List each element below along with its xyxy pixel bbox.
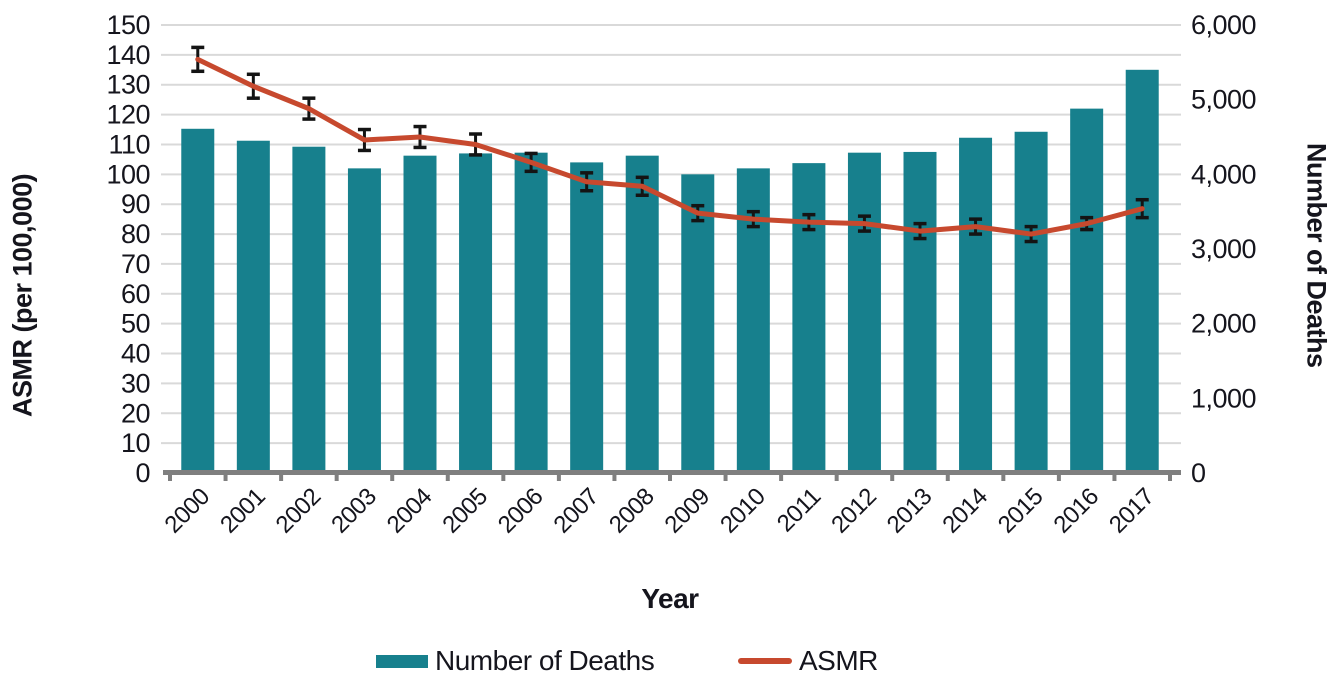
x-tick-label-2014: 2014 <box>937 483 993 539</box>
bar-2015 <box>1014 131 1048 474</box>
x-tick-label-2004: 2004 <box>382 483 438 539</box>
left-axis-tick-label: 110 <box>108 129 150 159</box>
x-tick-label-2003: 2003 <box>326 483 382 539</box>
left-axis-tick-label: 10 <box>121 428 150 458</box>
x-axis-tick <box>1168 470 1172 481</box>
line-swatch-icon <box>738 658 792 664</box>
left-axis-tick-label: 130 <box>106 70 150 100</box>
bar-swatch-icon <box>376 654 428 668</box>
bar-2000 <box>181 128 215 473</box>
x-tick-label-2000: 2000 <box>160 483 216 539</box>
left-axis-tick-label: 100 <box>106 159 150 189</box>
bar-2009 <box>681 174 715 474</box>
x-axis-tick <box>445 470 450 481</box>
bar-2007 <box>570 162 604 474</box>
x-axis-tick <box>501 470 506 481</box>
bar-2001 <box>236 140 270 473</box>
x-axis-tick <box>1001 470 1006 481</box>
legend: Number of Deaths ASMR <box>0 642 1343 680</box>
bar-2014 <box>959 137 993 473</box>
x-tick-label-2009: 2009 <box>660 483 716 539</box>
bar-2017 <box>1125 69 1159 474</box>
left-axis-tick-label: 70 <box>121 249 150 279</box>
x-axis-tick <box>612 470 617 481</box>
bar-2011 <box>792 163 826 473</box>
x-axis-tick <box>779 470 784 481</box>
right-axis-tick-label: 1,000 <box>1191 383 1256 413</box>
x-axis-tick <box>556 470 561 481</box>
legend-label-asmr: ASMR <box>799 645 878 676</box>
x-tick-label-2006: 2006 <box>493 483 549 539</box>
bar-2005 <box>459 153 493 473</box>
legend-item-number-of-deaths: Number of Deaths <box>376 642 655 680</box>
x-axis-tick <box>168 470 172 481</box>
left-axis-tick-label: 120 <box>106 100 150 130</box>
bar-2012 <box>847 152 881 473</box>
left-axis-tick-label: 20 <box>121 398 150 428</box>
bar-2016 <box>1070 108 1104 474</box>
right-axis-tick-label: 0 <box>1191 458 1206 488</box>
bar-2004 <box>403 155 437 473</box>
x-tick-label-2015: 2015 <box>993 483 1049 539</box>
bar-2013 <box>903 151 937 473</box>
x-axis-tick <box>668 470 672 481</box>
x-axis-tick <box>334 470 339 481</box>
x-axis-tick <box>890 470 895 481</box>
x-axis-tick <box>945 470 950 481</box>
legend-item-asmr: ASMR <box>738 642 878 680</box>
x-axis-title: Year <box>641 583 699 614</box>
x-tick-label-2001: 2001 <box>215 483 271 539</box>
bar-2003 <box>347 168 381 474</box>
x-axis-tick <box>279 470 284 481</box>
right-y-axis-title: Number of Deaths <box>1301 142 1332 368</box>
bar-2006 <box>514 152 548 473</box>
bar-2008 <box>625 155 659 473</box>
x-axis-tick <box>390 470 395 481</box>
right-axis-tick-label: 5,000 <box>1191 85 1256 115</box>
left-axis-tick-label: 150 <box>106 10 150 40</box>
x-tick-label-2013: 2013 <box>882 483 938 539</box>
x-tick-label-2016: 2016 <box>1048 483 1104 539</box>
bar-2002 <box>292 146 326 473</box>
right-axis-tick-label: 6,000 <box>1191 10 1256 40</box>
x-tick-label-2012: 2012 <box>826 483 882 539</box>
right-axis-tick-label: 4,000 <box>1191 159 1256 189</box>
legend-label-number-of-deaths: Number of Deaths <box>435 645 655 676</box>
x-axis-tick <box>1056 470 1061 481</box>
asmr-line <box>195 56 1145 237</box>
x-tick-label-2002: 2002 <box>271 483 327 539</box>
x-tick-label-2007: 2007 <box>548 483 604 539</box>
x-tick-label-2017: 2017 <box>1104 483 1160 539</box>
x-tick-label-2011: 2011 <box>772 483 826 537</box>
x-axis-tick <box>223 470 228 481</box>
left-axis-tick-label: 40 <box>121 339 150 369</box>
x-axis-tick <box>1112 470 1117 481</box>
left-axis-tick-label: 60 <box>121 279 150 309</box>
left-axis-tick-label: 30 <box>121 368 150 398</box>
left-axis-tick-label: 50 <box>121 309 150 339</box>
x-tick-label-2010: 2010 <box>715 483 771 539</box>
left-axis-tick-label: 140 <box>106 40 150 70</box>
right-axis-tick-label: 2,000 <box>1191 309 1256 339</box>
left-axis-tick-label: 80 <box>121 219 150 249</box>
x-axis-tick <box>834 470 839 481</box>
x-axis-tick <box>723 470 728 481</box>
x-tick-label-2005: 2005 <box>437 483 493 539</box>
left-axis-tick-label: 0 <box>135 458 150 488</box>
right-axis-tick-label: 3,000 <box>1191 234 1256 264</box>
left-axis-tick-label: 90 <box>121 189 150 219</box>
x-tick-label-2008: 2008 <box>604 483 660 539</box>
